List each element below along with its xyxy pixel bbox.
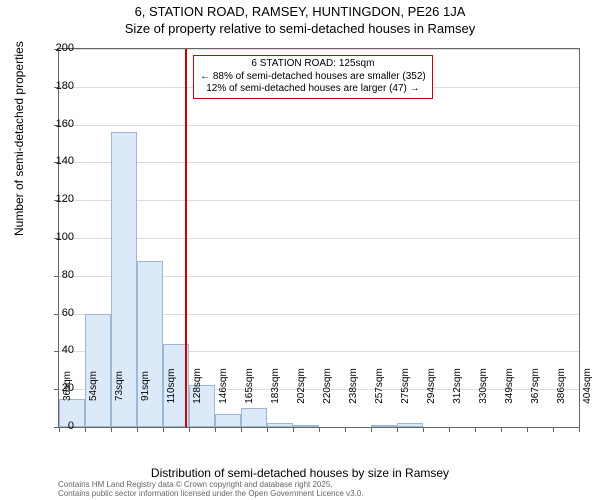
x-tick-label: 183sqm: [270, 368, 281, 404]
histogram-bar: [137, 261, 163, 427]
x-tick-label: 220sqm: [322, 368, 333, 404]
x-tick-mark: [579, 427, 580, 432]
histogram-bar: [397, 423, 423, 427]
x-tick-label: 312sqm: [452, 368, 463, 404]
x-tick-mark: [449, 427, 450, 432]
grid-line: [59, 125, 579, 126]
x-tick-mark: [137, 427, 138, 432]
histogram-bar: [371, 425, 397, 427]
x-tick-mark: [111, 427, 112, 432]
x-tick-mark: [85, 427, 86, 432]
x-tick-label: 91sqm: [140, 371, 151, 401]
y-tick-label: 80: [44, 269, 74, 281]
y-tick-label: 40: [44, 344, 74, 356]
y-tick-label: 120: [44, 193, 74, 205]
footer-line-1: Contains HM Land Registry data © Crown c…: [58, 480, 364, 489]
x-tick-mark: [397, 427, 398, 432]
title-line-2: Size of property relative to semi-detach…: [0, 21, 600, 38]
callout-box: 6 STATION ROAD: 125sqm← 88% of semi-deta…: [193, 55, 433, 99]
y-tick-label: 100: [44, 231, 74, 243]
x-tick-label: 165sqm: [244, 368, 255, 404]
x-tick-label: 257sqm: [374, 368, 385, 404]
chart-title: 6, STATION ROAD, RAMSEY, HUNTINGDON, PE2…: [0, 0, 600, 38]
x-tick-mark: [345, 427, 346, 432]
x-tick-mark: [163, 427, 164, 432]
x-tick-label: 36sqm: [62, 371, 73, 401]
x-tick-mark: [267, 427, 268, 432]
y-tick-label: 60: [44, 307, 74, 319]
x-tick-mark: [501, 427, 502, 432]
histogram-bar: [293, 425, 319, 427]
x-tick-label: 367sqm: [530, 368, 541, 404]
x-tick-label: 386sqm: [556, 368, 567, 404]
histogram-bar: [241, 408, 267, 427]
y-tick-label: 140: [44, 155, 74, 167]
x-tick-mark: [371, 427, 372, 432]
reference-line: [185, 49, 187, 427]
x-tick-mark: [423, 427, 424, 432]
attribution-footer: Contains HM Land Registry data © Crown c…: [58, 480, 364, 498]
x-tick-label: 146sqm: [218, 368, 229, 404]
x-tick-label: 73sqm: [114, 371, 125, 401]
footer-line-2: Contains public sector information licen…: [58, 489, 364, 498]
x-tick-label: 275sqm: [400, 368, 411, 404]
x-tick-label: 202sqm: [296, 368, 307, 404]
y-tick-label: 180: [44, 80, 74, 92]
grid-line: [59, 162, 579, 163]
histogram-bar: [267, 423, 293, 427]
x-tick-label: 349sqm: [504, 368, 515, 404]
x-axis-label: Distribution of semi-detached houses by …: [0, 466, 600, 480]
x-tick-mark: [527, 427, 528, 432]
x-tick-mark: [189, 427, 190, 432]
grid-line: [59, 200, 579, 201]
chart-container: 6, STATION ROAD, RAMSEY, HUNTINGDON, PE2…: [0, 0, 600, 500]
histogram-bar: [215, 414, 241, 427]
x-tick-mark: [293, 427, 294, 432]
y-tick-label: 200: [44, 42, 74, 54]
x-tick-label: 110sqm: [166, 369, 177, 404]
y-tick-label: 0: [44, 420, 74, 432]
x-tick-label: 238sqm: [348, 368, 359, 404]
callout-line: 12% of semi-detached houses are larger (…: [200, 83, 426, 96]
grid-line: [59, 238, 579, 239]
plot-area: 6 STATION ROAD: 125sqm← 88% of semi-deta…: [58, 48, 580, 428]
x-tick-mark: [215, 427, 216, 432]
x-tick-mark: [553, 427, 554, 432]
y-tick-label: 160: [44, 118, 74, 130]
x-tick-label: 54sqm: [88, 371, 99, 401]
title-line-1: 6, STATION ROAD, RAMSEY, HUNTINGDON, PE2…: [0, 4, 600, 21]
y-axis-label: Number of semi-detached properties: [12, 41, 26, 236]
x-tick-mark: [475, 427, 476, 432]
callout-line: 6 STATION ROAD: 125sqm: [200, 58, 426, 71]
x-tick-mark: [241, 427, 242, 432]
x-tick-label: 128sqm: [192, 368, 203, 404]
x-tick-mark: [319, 427, 320, 432]
x-tick-label: 294sqm: [426, 368, 437, 404]
callout-line: ← 88% of semi-detached houses are smalle…: [200, 71, 426, 84]
grid-line: [59, 49, 579, 50]
x-tick-label: 404sqm: [582, 368, 593, 404]
x-tick-label: 330sqm: [478, 368, 489, 404]
